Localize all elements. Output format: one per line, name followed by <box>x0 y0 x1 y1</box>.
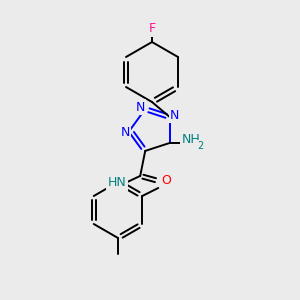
Text: F: F <box>148 22 156 35</box>
Text: N: N <box>120 125 130 139</box>
Text: NH: NH <box>182 134 200 146</box>
Text: O: O <box>161 174 171 188</box>
Text: N: N <box>170 109 179 122</box>
Text: 2: 2 <box>198 141 204 151</box>
Text: N: N <box>136 100 145 114</box>
Text: HN: HN <box>108 176 127 189</box>
